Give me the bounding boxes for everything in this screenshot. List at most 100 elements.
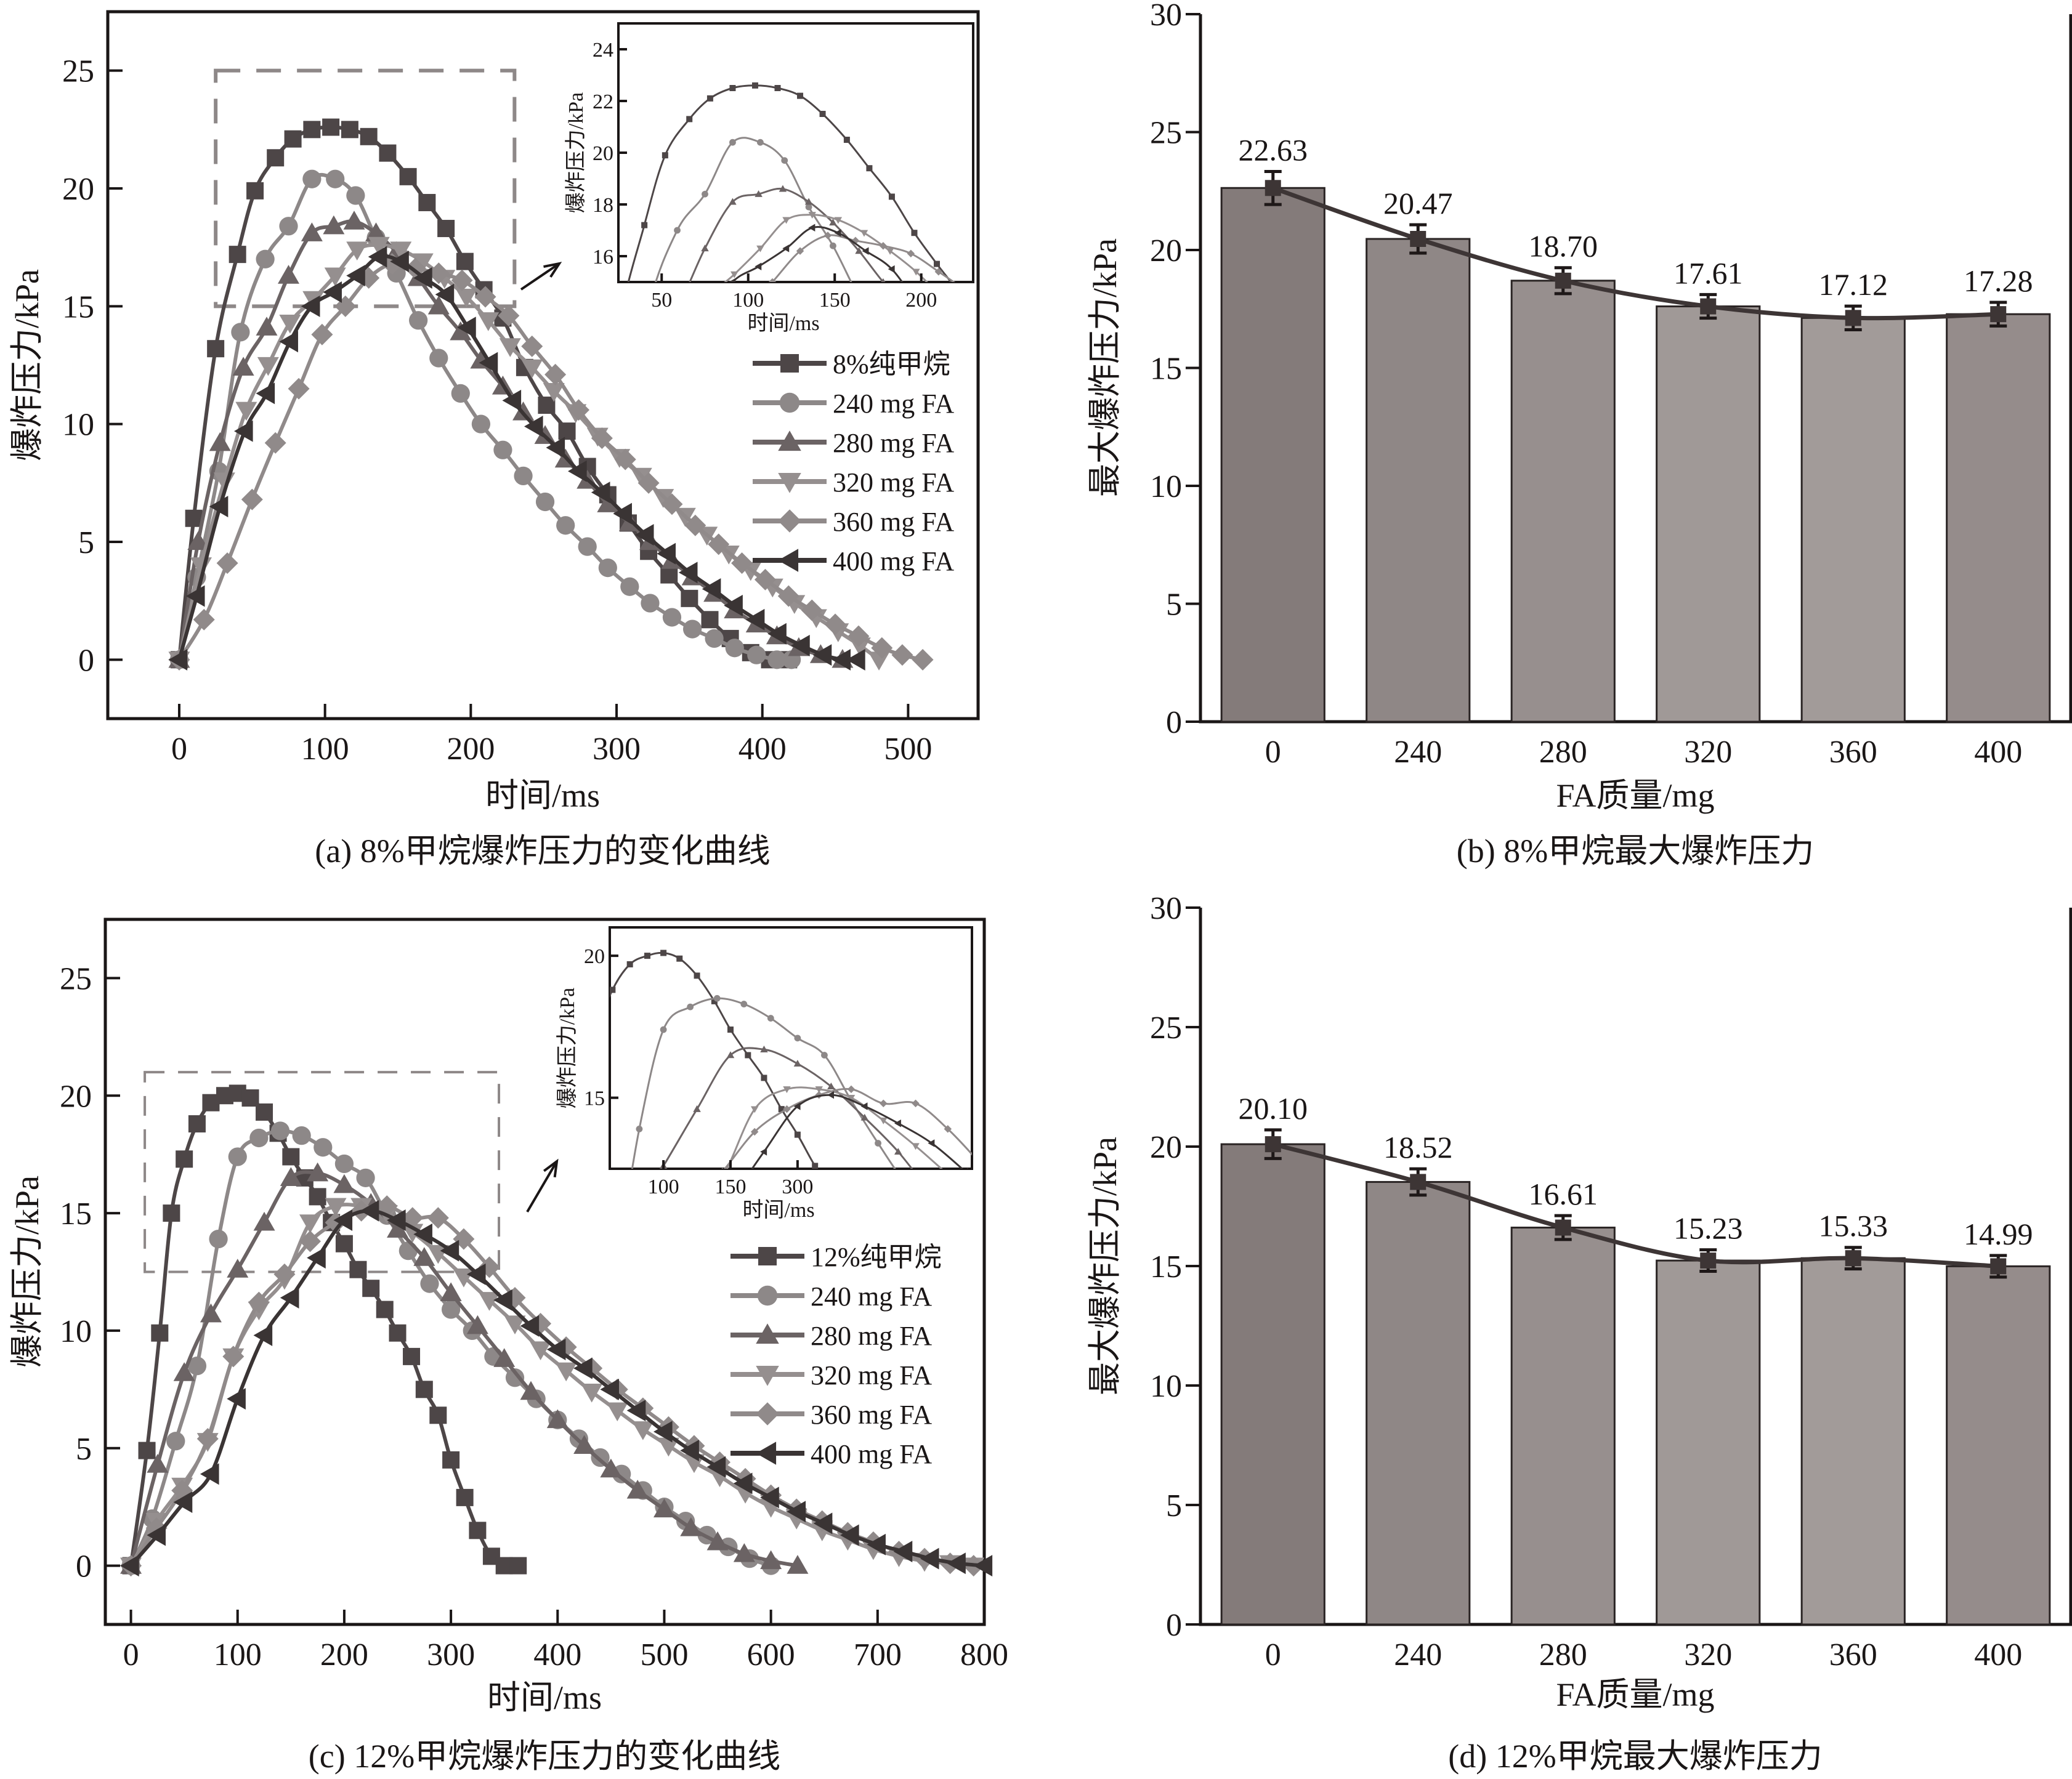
inset-data-point	[824, 232, 832, 240]
inset-data-point	[944, 1172, 952, 1179]
x-tick-label: 400	[739, 732, 787, 767]
data-point	[760, 1487, 779, 1509]
data-point	[151, 1324, 169, 1342]
inset-data-point	[757, 139, 764, 146]
zoom-arrow	[526, 1160, 558, 1213]
arrow-head-icon	[543, 1158, 559, 1178]
series-triangle-left	[120, 1200, 993, 1577]
data-point	[415, 1381, 433, 1398]
inset-series-line	[627, 84, 952, 282]
data-point	[299, 1230, 322, 1253]
inset-data-point	[1327, 621, 1335, 627]
inset-data-point	[855, 247, 863, 254]
data-point	[657, 1437, 679, 1457]
inset-data-point	[1006, 421, 1014, 427]
y-tick-label: 10	[1150, 469, 1182, 504]
data-point	[413, 1223, 432, 1245]
inset-data-point	[796, 247, 804, 255]
inset-data-point	[990, 347, 998, 353]
y-tick-label: 0	[1166, 705, 1182, 740]
bar	[1946, 313, 2051, 723]
data-point	[867, 1533, 886, 1555]
data-point	[207, 340, 225, 358]
inset-series-line	[610, 951, 818, 1169]
data-point	[469, 1522, 487, 1539]
inset-data-point	[990, 322, 998, 330]
inset-data-point	[1107, 586, 1114, 593]
inset-data-point	[1151, 550, 1158, 558]
legend-item: 12%纯甲烷	[730, 1242, 942, 1272]
inset-data-point	[1212, 539, 1220, 547]
data-point	[660, 566, 678, 584]
panel-a-ylabel: 爆炸压力/kPa	[9, 269, 46, 461]
x-tick-label: 600	[747, 1637, 795, 1672]
data-point	[546, 1338, 566, 1360]
data-point	[176, 1150, 193, 1168]
inset-data-point	[750, 1128, 759, 1136]
inset-series-line	[655, 137, 852, 282]
data-point	[437, 220, 455, 238]
data-point	[368, 236, 390, 256]
data-point	[606, 1402, 628, 1422]
zoom-region-box	[144, 1071, 501, 1273]
inset-x-tick-label: 50	[651, 289, 672, 312]
inset-data-point	[1062, 1259, 1069, 1267]
inset-data-point	[1073, 1285, 1081, 1292]
data-point	[498, 305, 520, 327]
data-point	[402, 1224, 424, 1243]
inset-y-tick-label: 18	[593, 194, 613, 217]
inset-y-tick-label: 20	[593, 142, 613, 165]
data-point	[138, 1442, 156, 1459]
data-point	[558, 422, 576, 440]
data-point	[840, 1524, 859, 1546]
inset-data-point	[644, 307, 651, 314]
zoom-arrow	[520, 262, 560, 291]
data-point	[499, 338, 521, 357]
trend-marker	[1265, 1136, 1281, 1153]
inset-data-point	[713, 994, 721, 1002]
y-tick-label: 15	[62, 289, 94, 325]
panel-b-axes	[1199, 14, 2072, 724]
y-tick-label: 10	[60, 1314, 92, 1349]
data-point	[474, 286, 496, 308]
inset-data-point	[1330, 1514, 1338, 1521]
y-tick-label: 30	[1150, 0, 1182, 33]
inset-data-point	[620, 428, 628, 435]
legend-marker	[756, 1365, 779, 1386]
trend-marker	[1555, 1219, 1571, 1236]
series-line	[177, 261, 923, 662]
data-point	[521, 359, 543, 379]
inset-data-point	[751, 82, 758, 89]
inset-data-point	[847, 1095, 856, 1102]
data-point	[581, 1384, 603, 1403]
bar-value-label: 16.61	[1529, 1177, 1598, 1211]
legend-marker	[756, 1442, 777, 1465]
data-point	[791, 634, 810, 656]
bar-value-label: 17.61	[1673, 256, 1743, 290]
data-point	[314, 1138, 333, 1157]
data-point	[626, 1479, 649, 1499]
inset-data-point	[860, 1113, 869, 1121]
inset-data-point	[557, 1474, 565, 1482]
data-point	[502, 389, 522, 411]
panel-b-ylabel: 最大爆炸压力/kPa	[1087, 238, 1123, 497]
data-point	[478, 1292, 500, 1311]
data-point	[232, 357, 254, 376]
data-point	[891, 644, 913, 666]
bar	[1510, 280, 1616, 723]
data-point	[389, 1324, 407, 1342]
inset-data-point	[956, 437, 963, 443]
inset-data-point	[847, 1085, 856, 1094]
legend-item: 400 mg FA	[753, 546, 954, 576]
data-point	[427, 295, 450, 315]
inset-data-point	[636, 1126, 643, 1132]
panel-d-max-pressure-bars-12pct: 0 5 10 15 20 25 30 0 240 280 320 360 400 20.10 18.52 16…	[1087, 891, 2072, 1775]
y-tick-label: 25	[1150, 1011, 1182, 1046]
data-point	[309, 1188, 326, 1206]
data-point	[637, 472, 660, 494]
inset-data-point	[912, 1143, 920, 1150]
data-point	[747, 645, 766, 664]
